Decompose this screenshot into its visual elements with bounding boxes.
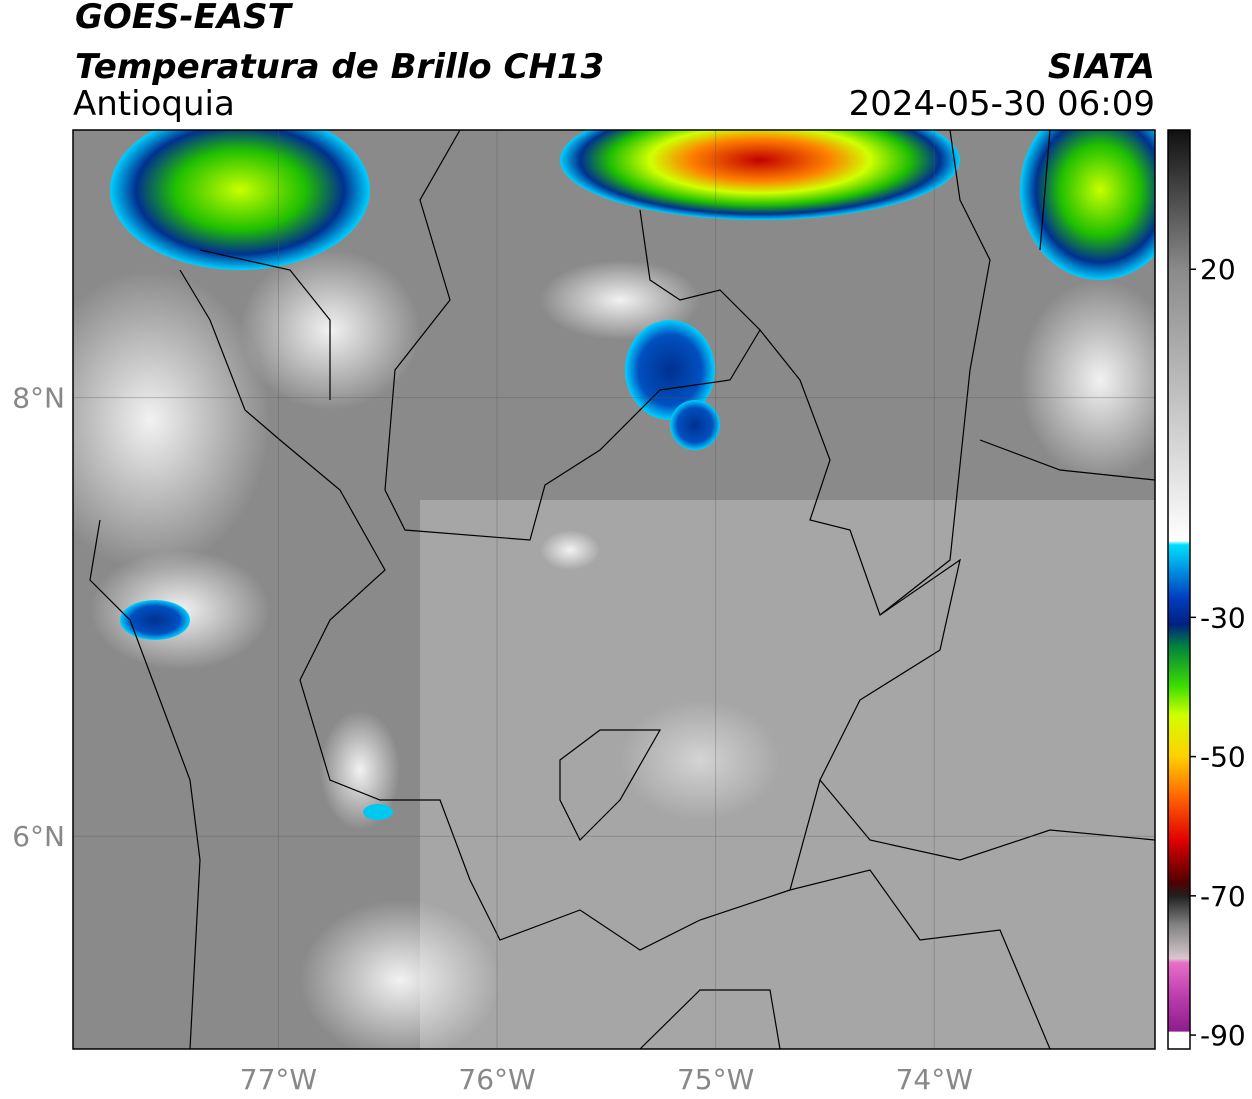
colorbar-segment [1168, 1031, 1190, 1050]
colorbar [1168, 130, 1190, 1050]
x-tick-label: 76°W [458, 1063, 535, 1096]
colorbar-tick-label: -70 [1200, 880, 1246, 913]
colorbar-segment [1168, 686, 1190, 716]
colorbar-tick-label: -90 [1200, 1019, 1246, 1052]
colorbar-segment [1168, 645, 1190, 688]
datetime: 2024-05-30 06:09 [849, 84, 1155, 124]
x-tick-label: 74°W [896, 1063, 973, 1096]
subtitle: Temperatura de Brillo CH13 [75, 47, 604, 87]
colorbar-segment [1168, 714, 1190, 758]
colorbar-segment [1168, 881, 1190, 897]
x-tick-label: 77°W [240, 1063, 317, 1096]
source: SIATA [1048, 47, 1155, 87]
colorbar-segment [1168, 1030, 1190, 1033]
colorbar-segment [1168, 895, 1190, 925]
region: Antioquia [73, 84, 235, 124]
colorbar-tick-label: -50 [1200, 741, 1246, 774]
colorbar-tick-label: -30 [1200, 601, 1246, 634]
map-frame [72, 129, 1156, 1050]
colorbar-frame [1167, 129, 1191, 1050]
colorbar-segment [1168, 756, 1190, 799]
map-image [73, 130, 1155, 1049]
colorbar-tick-label: 20 [1200, 253, 1236, 286]
colorbar-segment [1168, 540, 1190, 545]
y-tick-label: 8°N [12, 382, 65, 415]
colorbar-segment [1168, 269, 1190, 542]
y-tick-label: 6°N [12, 820, 65, 853]
colorbar-segment [1168, 993, 1190, 1032]
colorbar-segment [1168, 961, 1190, 994]
colorbar-segment [1168, 923, 1190, 959]
x-tick-label: 75°W [677, 1063, 754, 1096]
grid [73, 130, 1155, 1049]
colorbar-segment [1168, 544, 1190, 597]
colorbar-segment [1168, 596, 1190, 625]
colorbar-segment [1168, 130, 1190, 270]
colorbar-segment [1168, 798, 1190, 841]
colorbar-segment [1168, 624, 1190, 646]
colorbar-segment [1168, 840, 1190, 883]
colorbar-segment [1168, 958, 1190, 963]
title: GOES-EAST [75, 0, 294, 37]
